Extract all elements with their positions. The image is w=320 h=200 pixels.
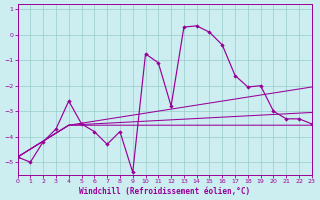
X-axis label: Windchill (Refroidissement éolien,°C): Windchill (Refroidissement éolien,°C): [79, 187, 250, 196]
